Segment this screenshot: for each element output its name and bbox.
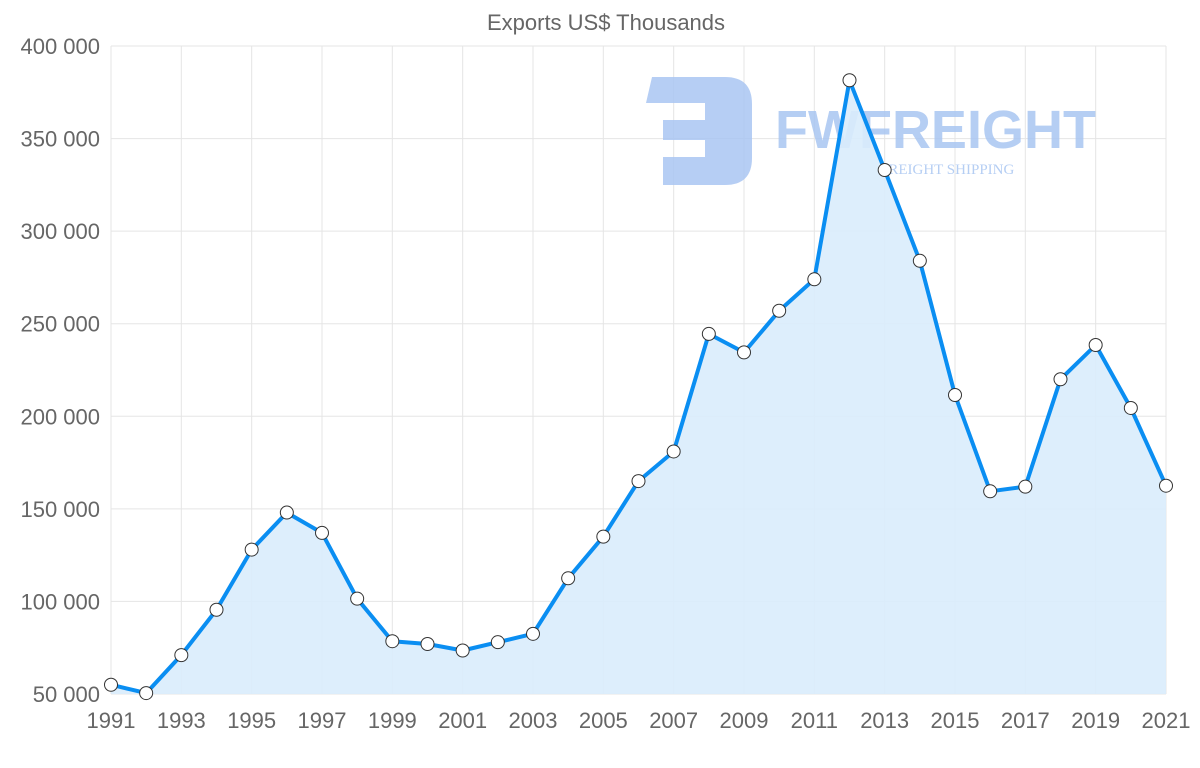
data-point-2021[interactable] bbox=[1159, 478, 1173, 493]
data-point-1992[interactable] bbox=[139, 686, 154, 701]
y-tick-label: 150 000 bbox=[20, 497, 100, 522]
data-point-1991[interactable] bbox=[104, 677, 118, 692]
data-point-2006[interactable] bbox=[631, 474, 646, 489]
data-point-1996[interactable] bbox=[279, 505, 294, 520]
x-tick-label: 2019 bbox=[1071, 708, 1120, 733]
data-point-2015[interactable] bbox=[948, 387, 962, 402]
data-point-1993[interactable] bbox=[174, 648, 189, 663]
x-tick-label: 1997 bbox=[298, 708, 347, 733]
data-point-2004[interactable] bbox=[561, 571, 576, 586]
area-fill bbox=[111, 80, 1166, 695]
data-point-2005[interactable] bbox=[596, 529, 611, 544]
data-point-2011[interactable] bbox=[807, 272, 822, 287]
y-tick-label: 350 000 bbox=[20, 127, 100, 152]
data-point-1997[interactable] bbox=[315, 525, 329, 540]
data-point-2017[interactable] bbox=[1018, 479, 1033, 494]
x-tick-label: 2005 bbox=[579, 708, 628, 733]
data-point-2002[interactable] bbox=[490, 635, 505, 650]
watermark-brand: FWFREIGHT bbox=[775, 100, 1096, 160]
data-point-2012[interactable] bbox=[842, 73, 857, 88]
data-point-2018[interactable] bbox=[1053, 372, 1068, 387]
y-axis-ticks: 50 000 100 000 150 000 200 000 250 000 300 00… bbox=[20, 34, 100, 707]
fw-logo-icon bbox=[646, 77, 752, 185]
data-point-2007[interactable] bbox=[666, 444, 681, 459]
x-tick-label: 2009 bbox=[720, 708, 769, 733]
x-tick-label: 2007 bbox=[649, 708, 698, 733]
x-tick-label: 1999 bbox=[368, 708, 417, 733]
x-tick-label: 2021 bbox=[1142, 708, 1191, 733]
x-tick-label: 1991 bbox=[87, 708, 136, 733]
y-tick-label: 100 000 bbox=[20, 589, 100, 614]
chart-title: Exports US$ Thousands bbox=[487, 10, 725, 35]
watermark-tagline: FREIGHT SHIPPING bbox=[880, 162, 1014, 178]
x-tick-label: 2011 bbox=[791, 708, 838, 733]
x-tick-label: 2015 bbox=[931, 708, 980, 733]
data-point-2000[interactable] bbox=[420, 637, 435, 652]
data-points bbox=[104, 73, 1173, 701]
data-point-2013[interactable] bbox=[877, 163, 892, 178]
data-point-1999[interactable] bbox=[385, 634, 400, 649]
x-tick-label: 2013 bbox=[860, 708, 909, 733]
data-point-2019[interactable] bbox=[1088, 338, 1103, 353]
y-tick-label: 300 000 bbox=[20, 219, 100, 244]
data-point-2001[interactable] bbox=[455, 643, 470, 658]
x-tick-label: 2003 bbox=[509, 708, 558, 733]
data-point-2010[interactable] bbox=[772, 303, 787, 318]
x-tick-label: 1995 bbox=[227, 708, 276, 733]
watermark-logo: FWFREIGHT FREIGHT SHIPPING bbox=[646, 77, 1096, 185]
data-point-2009[interactable] bbox=[737, 345, 751, 360]
y-tick-label: 200 000 bbox=[20, 404, 100, 429]
x-tick-label: 2017 bbox=[1001, 708, 1050, 733]
data-point-1998[interactable] bbox=[350, 591, 365, 606]
x-tick-label: 2001 bbox=[438, 708, 487, 733]
x-axis-ticks: 1991 1993 1995 1997 1999 2001 2003 2005 2007 2009… bbox=[87, 708, 1191, 733]
data-point-1994[interactable] bbox=[209, 602, 224, 617]
data-point-2003[interactable] bbox=[526, 626, 540, 641]
data-point-2014[interactable] bbox=[912, 253, 927, 268]
x-tick-label: 1993 bbox=[157, 708, 206, 733]
y-tick-label: 50 000 bbox=[33, 682, 100, 707]
data-point-2020[interactable] bbox=[1123, 400, 1138, 415]
y-tick-label: 250 000 bbox=[20, 312, 100, 337]
y-tick-label: 400 000 bbox=[20, 34, 100, 59]
data-point-2008[interactable] bbox=[701, 326, 716, 341]
data-point-1995[interactable] bbox=[244, 542, 259, 557]
data-point-2016[interactable] bbox=[983, 484, 998, 499]
